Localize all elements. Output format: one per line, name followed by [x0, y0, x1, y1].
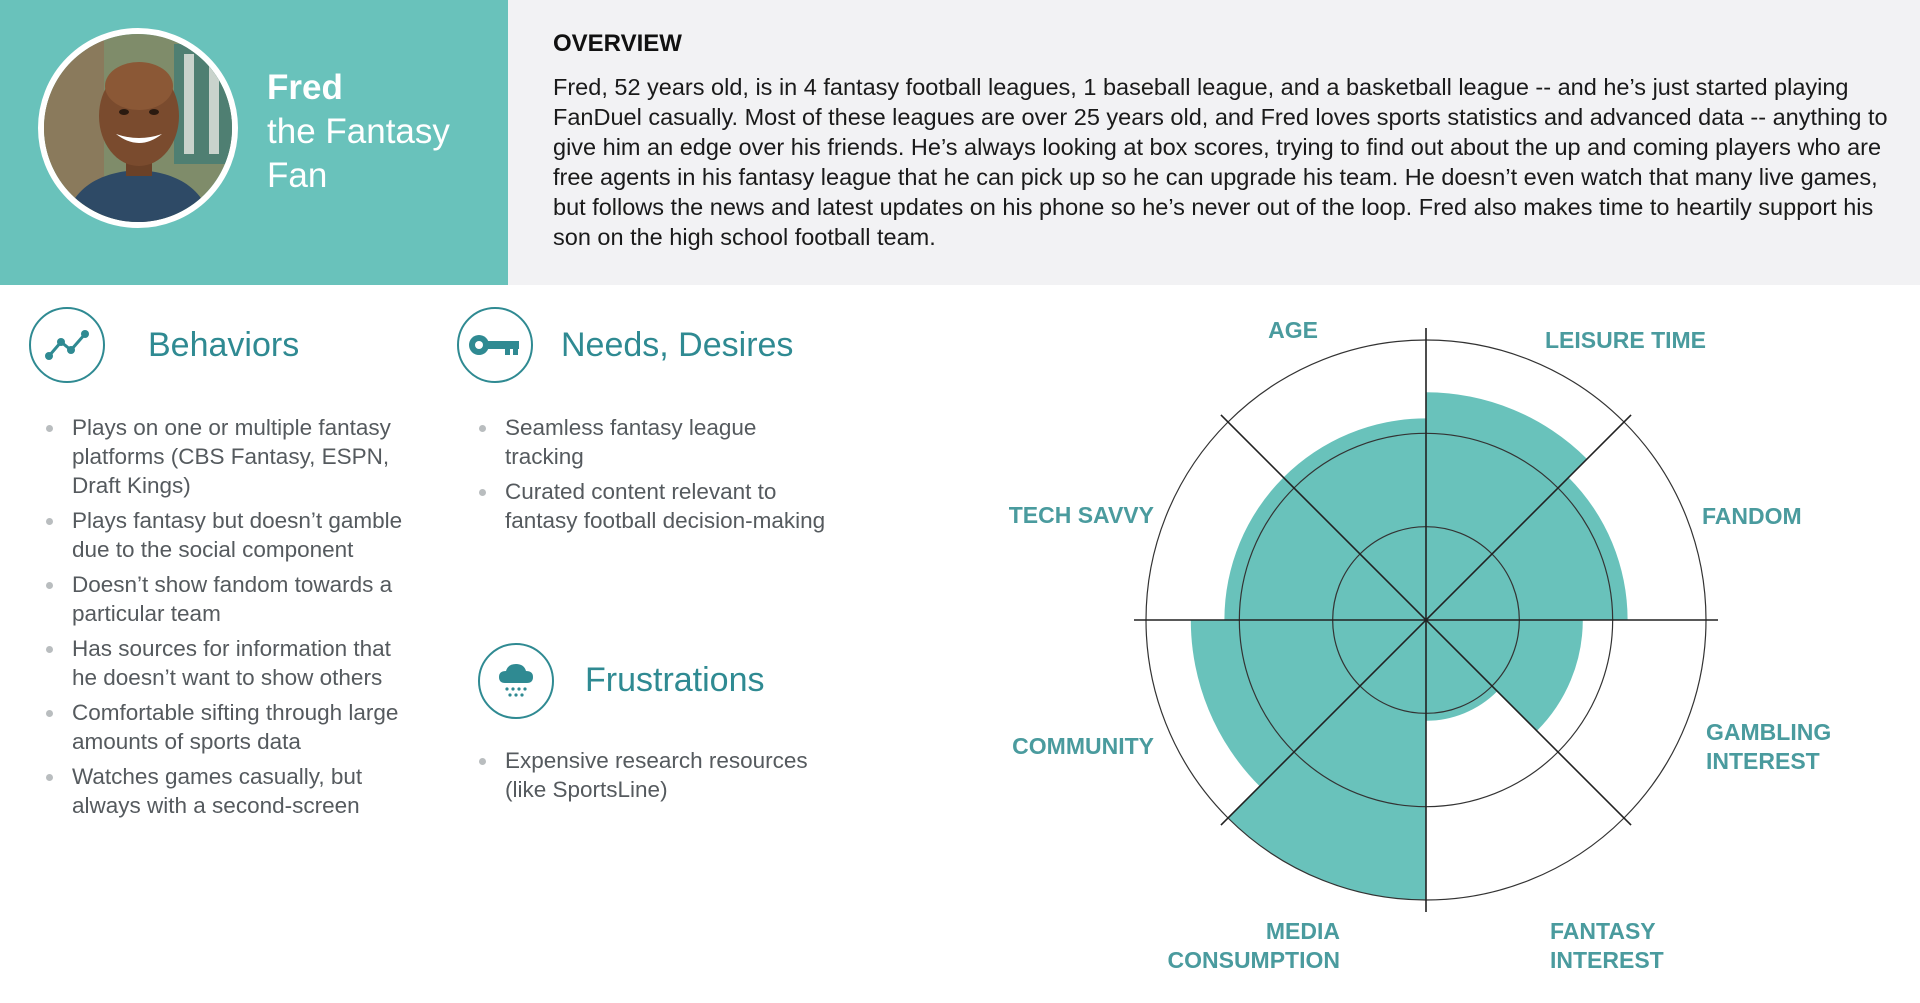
persona-first-name: Fred	[267, 68, 343, 107]
axis-label-gambling-interest: GAMBLING INTEREST	[1706, 719, 1831, 774]
sector-fandom	[1426, 620, 1583, 731]
list-item: Seamless fantasy league tracking	[475, 413, 835, 471]
axis-label-fandom: FANDOM	[1702, 503, 1802, 529]
sector-media-consumption	[1190, 620, 1426, 787]
chart-spoke	[1220, 414, 1632, 826]
sector-gambling-interest	[1426, 620, 1498, 721]
overview-title: OVERVIEW	[553, 30, 682, 57]
trend-line-icon	[29, 307, 105, 383]
sector-community	[1224, 477, 1426, 620]
list-item: Curated content relevant to fantasy foot…	[475, 477, 835, 535]
list-item: Watches games casually, but always with …	[42, 762, 422, 820]
list-item: Plays on one or multiple fantasy platfor…	[42, 413, 422, 500]
list-item: Comfortable sifting through large amount…	[42, 698, 422, 756]
frustrations-list: Expensive research resources (like Sport…	[475, 746, 855, 810]
sector-tech-savvy	[1283, 418, 1426, 620]
list-item: Plays fantasy but doesn’t gamble due to …	[42, 506, 422, 564]
persona-name: Fred the Fantasy Fan	[267, 66, 450, 198]
sector-age	[1426, 392, 1588, 620]
frustrations-title: Frustrations	[585, 661, 765, 699]
list-item: Expensive research resources (like Sport…	[475, 746, 855, 804]
sector-leisure-time	[1426, 477, 1628, 620]
behaviors-list: Plays on one or multiple fantasy platfor…	[42, 413, 422, 826]
sector-fantasy-interest	[1228, 620, 1426, 901]
key-icon	[457, 307, 533, 383]
axis-label-leisure-time: LEISURE TIME	[1545, 327, 1706, 353]
rain-cloud-icon	[478, 643, 554, 719]
list-item: Doesn’t show fandom towards a particular…	[42, 570, 422, 628]
axis-label-age: AGE	[1268, 317, 1318, 343]
needs-list: Seamless fantasy league tracking Curated…	[475, 413, 835, 541]
overview-text: Fred, 52 years old, is in 4 fantasy foot…	[553, 74, 1888, 250]
persona-title-line-1: the Fantasy	[267, 112, 450, 151]
overview-panel: OVERVIEW Fred, 52 years old, is in 4 fan…	[508, 0, 1920, 285]
persona-title-line-2: Fan	[267, 156, 328, 195]
axis-label-community: COMMUNITY	[1012, 733, 1154, 759]
axis-label-fantasy-interest: FANTASY INTEREST	[1550, 918, 1664, 973]
behaviors-title: Behaviors	[148, 326, 300, 364]
list-item: Has sources for information that he does…	[42, 634, 422, 692]
axis-label-tech-savvy: TECH SAVVY	[1009, 502, 1154, 528]
needs-title: Needs, Desires	[561, 326, 794, 364]
axis-label-media-consumption: MEDIA CONSUMPTION	[1168, 918, 1341, 973]
persona-header: Fred the Fantasy Fan	[0, 0, 508, 285]
